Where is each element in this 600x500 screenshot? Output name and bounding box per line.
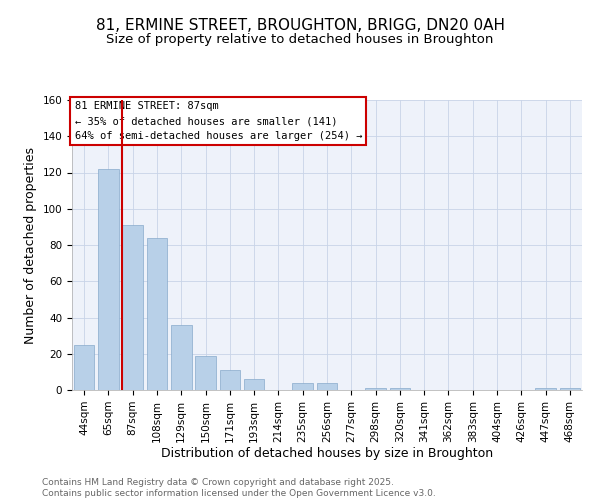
Bar — [389, 388, 410, 390]
Bar — [220, 370, 240, 390]
Bar — [317, 383, 337, 390]
Text: 81, ERMINE STREET, BROUGHTON, BRIGG, DN20 0AH: 81, ERMINE STREET, BROUGHTON, BRIGG, DN2… — [95, 18, 505, 32]
Bar — [195, 356, 216, 390]
Y-axis label: Number of detached properties: Number of detached properties — [24, 146, 37, 344]
Bar — [74, 344, 94, 390]
Bar — [171, 325, 191, 390]
Bar — [244, 379, 265, 390]
Text: Contains HM Land Registry data © Crown copyright and database right 2025.
Contai: Contains HM Land Registry data © Crown c… — [42, 478, 436, 498]
X-axis label: Distribution of detached houses by size in Broughton: Distribution of detached houses by size … — [161, 448, 493, 460]
Text: Size of property relative to detached houses in Broughton: Size of property relative to detached ho… — [106, 32, 494, 46]
Bar — [365, 388, 386, 390]
Bar — [98, 169, 119, 390]
Bar — [560, 388, 580, 390]
Bar — [122, 225, 143, 390]
Bar — [146, 238, 167, 390]
Text: 81 ERMINE STREET: 87sqm
← 35% of detached houses are smaller (141)
64% of semi-d: 81 ERMINE STREET: 87sqm ← 35% of detache… — [74, 102, 362, 141]
Bar — [535, 388, 556, 390]
Bar — [292, 383, 313, 390]
